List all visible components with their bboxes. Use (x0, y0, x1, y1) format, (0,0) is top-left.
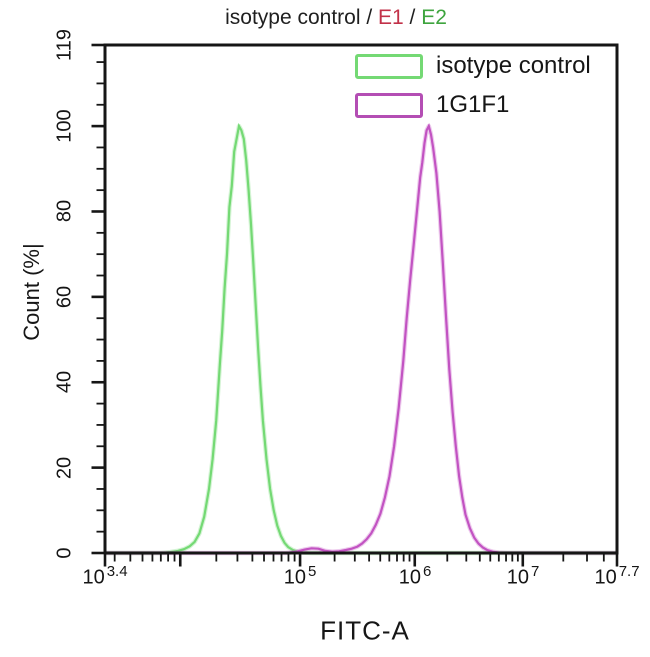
y-tick-label-40: 40 (53, 370, 76, 394)
y-tick-label-100: 100 (53, 109, 76, 143)
legend-item-isotype-control: isotype control (355, 53, 591, 79)
x-tick-label-10e6: 10 6 (398, 563, 432, 589)
y-tick-label-60: 60 (53, 285, 76, 309)
legend-label-isotype-control: isotype control (436, 52, 591, 79)
y-axis-title: Count (%| (19, 243, 44, 341)
x-tick-label-10e5: 10 5 (283, 563, 317, 589)
isotype-control-swatch (355, 53, 423, 79)
antibody-swatch (355, 92, 423, 118)
title-e2-part: E2 (421, 6, 447, 29)
legend-item-1g1f1: 1G1F1 (355, 92, 509, 118)
x-tick-label-10e7: 10 7 (506, 563, 540, 589)
y-tick-label-0: 0 (53, 547, 76, 559)
title-sample-part: isotype control / (225, 6, 378, 29)
plot-frame (103, 43, 619, 555)
antibody-1g1f1-curve (105, 123, 617, 555)
y-tick-label-119: 119 (53, 29, 76, 61)
legend-label-1g1f1: 1G1F1 (436, 91, 510, 118)
y-tick-label-80: 80 (53, 199, 76, 223)
x-tick-label-10e7.7: 10 7.7 (594, 563, 640, 589)
curve-glow-0 (105, 123, 617, 556)
isotype-control-curve (105, 122, 617, 555)
x-tick-label-10e3.4: 10 3.4 (82, 563, 128, 589)
x-axis-title: FITC-A (320, 615, 410, 646)
title-separator: / (403, 6, 422, 29)
chart-title: isotype control / E1 / E2 (80, 6, 592, 32)
curve-glow-1 (105, 123, 617, 556)
title-e1-part: E1 (378, 6, 404, 29)
y-tick-label-20: 20 (53, 456, 76, 480)
